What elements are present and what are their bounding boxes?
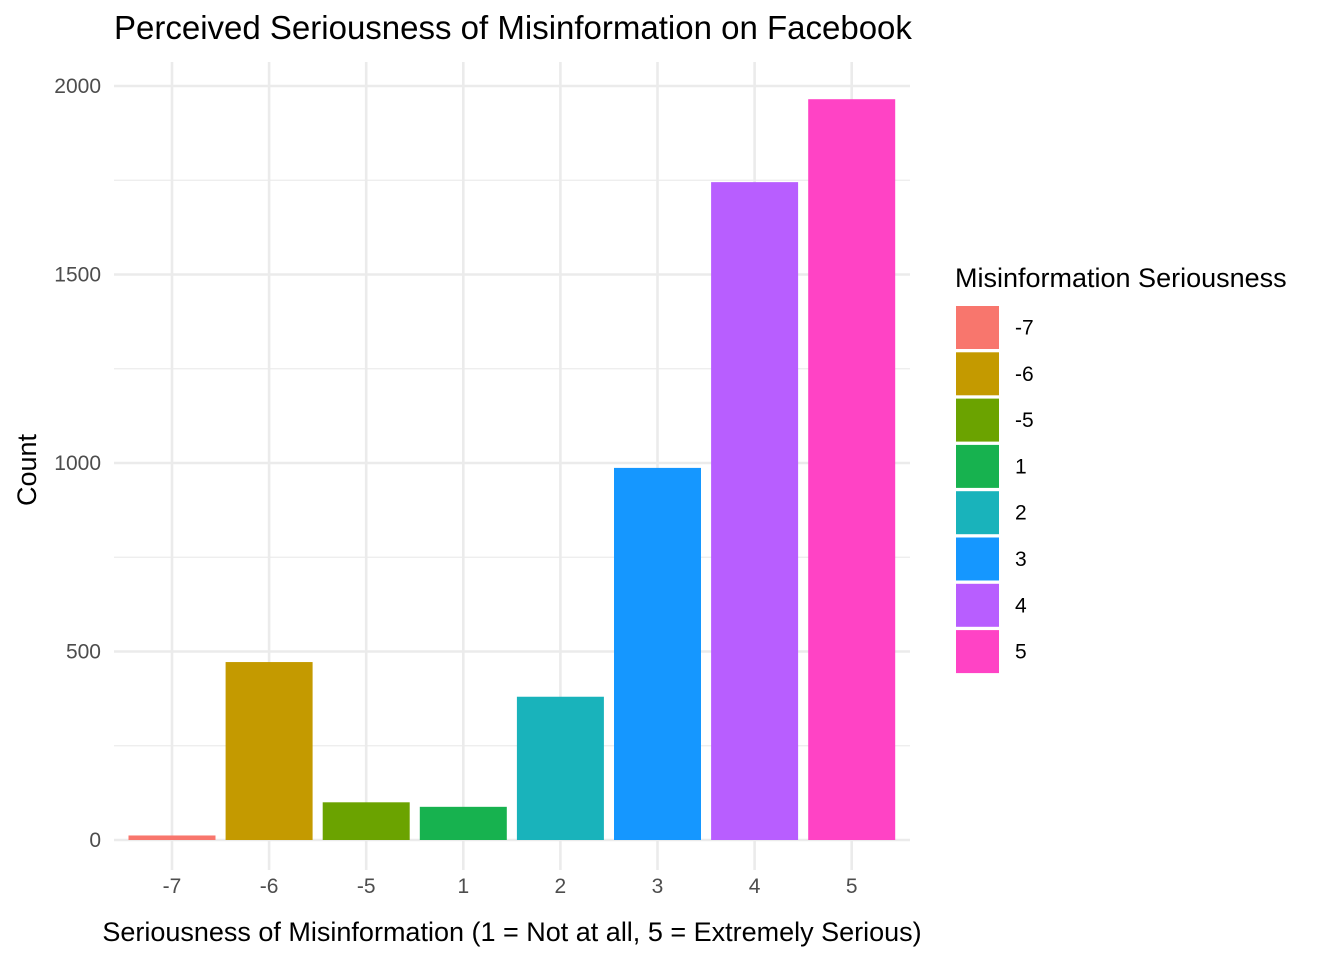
y-tick-label: 1000: [54, 452, 101, 475]
legend-key: [956, 583, 999, 627]
bar: [516, 696, 604, 840]
legend: Misinformation Seriousness -7 -6 -5 1 2 3 4 5: [955, 263, 1287, 674]
x-tick-label: 1: [457, 875, 469, 898]
legend-key: [956, 306, 999, 349]
legend-label: -7: [1015, 317, 1034, 340]
x-tick-label: -7: [163, 875, 182, 898]
legend-label: 3: [1015, 548, 1027, 571]
chart-title: Perceived Seriousness of Misinformation …: [114, 9, 912, 46]
legend-key: [956, 537, 999, 581]
legend-title: Misinformation Seriousness: [955, 263, 1287, 293]
legend-key: [956, 491, 999, 535]
y-axis-ticks: 0 500 1000 1500 2000: [54, 75, 101, 852]
legend-label: -6: [1015, 363, 1034, 386]
y-tick-label: 500: [66, 641, 101, 664]
y-tick-label: 1500: [54, 264, 101, 287]
legend-key: [956, 630, 999, 674]
x-tick-label: 2: [555, 875, 567, 898]
legend-label: 4: [1015, 594, 1027, 617]
legend-key: [956, 444, 999, 488]
bar: [128, 835, 216, 840]
x-tick-label: -6: [260, 875, 279, 898]
bar: [614, 467, 701, 840]
bar: [419, 806, 507, 840]
x-tick-label: 3: [652, 875, 664, 898]
bar: [225, 662, 313, 840]
bar: [808, 99, 896, 840]
bar: [711, 182, 799, 840]
legend-label: 5: [1015, 641, 1027, 664]
x-axis-title: Seriousness of Misinformation (1 = Not a…: [102, 917, 921, 947]
bars: [128, 99, 896, 840]
y-tick-label: 0: [89, 829, 101, 852]
x-tick-label: 5: [846, 875, 858, 898]
x-tick-label: -5: [357, 875, 376, 898]
y-axis-title: Count: [12, 433, 42, 506]
x-tick-label: 4: [749, 875, 761, 898]
legend-label: 1: [1015, 455, 1027, 478]
y-tick-label: 2000: [54, 75, 101, 98]
x-axis-ticks: -7 -6 -5 1 2 3 4 5: [163, 875, 858, 898]
bar: [322, 802, 410, 840]
legend-key: [956, 398, 999, 442]
legend-key: [956, 352, 999, 396]
legend-label: -5: [1015, 409, 1034, 432]
legend-label: 2: [1015, 502, 1027, 525]
